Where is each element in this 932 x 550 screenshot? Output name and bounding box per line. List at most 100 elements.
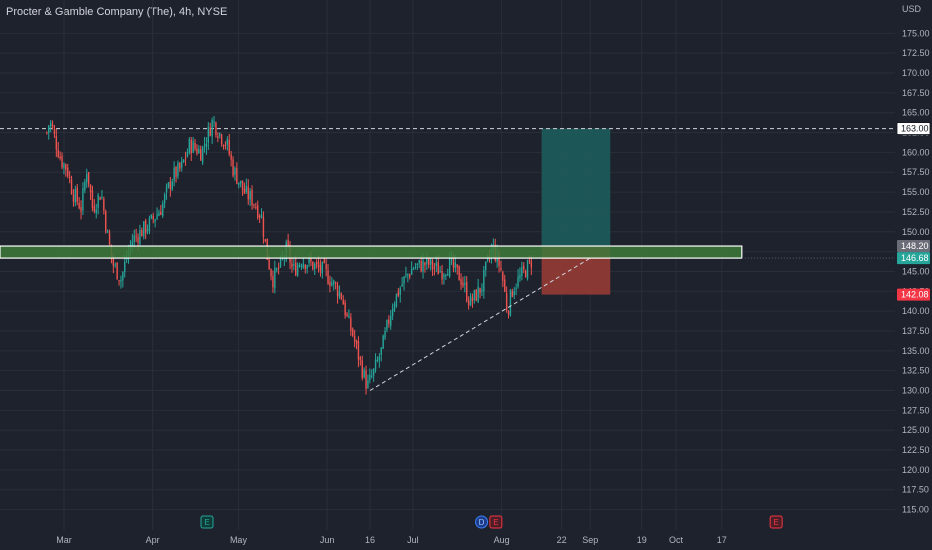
candle-body <box>217 136 219 138</box>
candle-body <box>507 311 510 315</box>
candle-body <box>230 154 232 160</box>
candle-body <box>72 194 75 202</box>
candle-body <box>137 237 139 243</box>
candle-body <box>154 219 156 222</box>
candle-body <box>97 194 99 208</box>
marker-letter: E <box>493 518 498 527</box>
candle-body <box>504 279 506 292</box>
candle-body <box>526 260 529 279</box>
candle-body <box>386 320 388 330</box>
price-tick-label: 155.00 <box>902 187 930 197</box>
time-tick-label: 17 <box>717 535 727 545</box>
candle-body <box>143 221 145 237</box>
candle-body <box>182 159 185 162</box>
candle-body <box>234 167 236 175</box>
candle-body <box>521 267 523 276</box>
candle-body <box>243 188 246 194</box>
candle-body <box>99 197 101 200</box>
candle-body <box>344 302 346 316</box>
candle-body <box>287 239 289 247</box>
candle-body <box>390 316 392 326</box>
candle-body <box>334 282 337 285</box>
candle-body <box>68 176 71 179</box>
candle-body <box>372 368 375 376</box>
candle-body <box>407 274 409 276</box>
price-label-text: 163.00 <box>901 124 929 134</box>
candle-body <box>388 319 390 324</box>
time-tick-label: May <box>230 535 248 545</box>
candle-body <box>405 274 407 276</box>
candle-body <box>219 133 221 136</box>
candle-body <box>260 214 263 218</box>
candle-body <box>479 287 481 293</box>
candle-body <box>416 263 419 266</box>
candle-body <box>277 267 280 269</box>
candle-body <box>348 315 350 318</box>
candle-body <box>95 209 97 213</box>
candle-body <box>209 127 211 136</box>
earnings-marker[interactable]: E <box>489 515 503 529</box>
candle-body <box>86 174 88 182</box>
candle-body <box>67 167 69 177</box>
candle-body <box>331 282 333 286</box>
candle-body <box>310 258 312 262</box>
candle-body <box>428 258 430 266</box>
candle-body <box>165 186 168 193</box>
marker-letter: E <box>773 518 778 527</box>
price-axis[interactable] <box>895 0 932 550</box>
candle-body <box>323 259 325 264</box>
price-tick-label: 167.50 <box>902 88 930 98</box>
candle-body <box>420 261 422 272</box>
candle-body <box>384 330 386 338</box>
candle-body <box>249 191 251 200</box>
time-tick-label: Mar <box>56 535 72 545</box>
candle-body <box>528 259 531 261</box>
candle-body <box>333 280 335 285</box>
candle-body <box>156 214 158 220</box>
candle-body <box>355 340 358 344</box>
support-zone[interactable] <box>0 245 743 259</box>
candle-body <box>274 267 276 289</box>
price-tick-label: 145.00 <box>902 266 930 276</box>
candle-body <box>473 290 476 300</box>
time-tick-label: 16 <box>365 535 375 545</box>
candle-body <box>276 268 278 271</box>
candle-body <box>80 207 82 212</box>
position-target-area[interactable] <box>541 128 611 247</box>
candle-body <box>163 194 166 204</box>
candle-body <box>169 181 172 190</box>
candle-body <box>395 293 398 307</box>
candle-body <box>264 239 267 241</box>
time-tick-label: Sep <box>582 535 598 545</box>
earnings-marker[interactable]: E <box>769 515 783 529</box>
candle-body <box>329 282 331 286</box>
candle-body <box>454 262 457 268</box>
candle-body <box>321 262 324 274</box>
candle-body <box>295 262 297 276</box>
price-label-badge <box>897 288 930 301</box>
price-tick-label: 150.00 <box>902 227 930 237</box>
candle-body <box>369 374 371 381</box>
candle-body <box>391 308 394 316</box>
candle-body <box>467 300 470 306</box>
trend-line[interactable] <box>369 257 591 391</box>
time-tick-label: Oct <box>669 535 684 545</box>
candle-body <box>89 184 92 193</box>
candle-body <box>144 220 147 234</box>
candle-body <box>238 182 240 185</box>
candle-body <box>325 264 327 270</box>
candle-body <box>443 274 445 278</box>
candle-body <box>376 359 379 361</box>
candle-body <box>188 139 191 153</box>
candle-body <box>511 291 514 297</box>
candle-body <box>460 279 462 285</box>
candle-body <box>63 163 65 169</box>
earnings-marker[interactable]: E <box>200 515 214 529</box>
candle-body <box>481 289 483 292</box>
candle-body <box>220 134 223 145</box>
dividend-marker[interactable]: D <box>475 515 489 529</box>
candle-body <box>361 360 363 378</box>
candle-body <box>441 271 443 280</box>
candle-body <box>74 189 77 203</box>
